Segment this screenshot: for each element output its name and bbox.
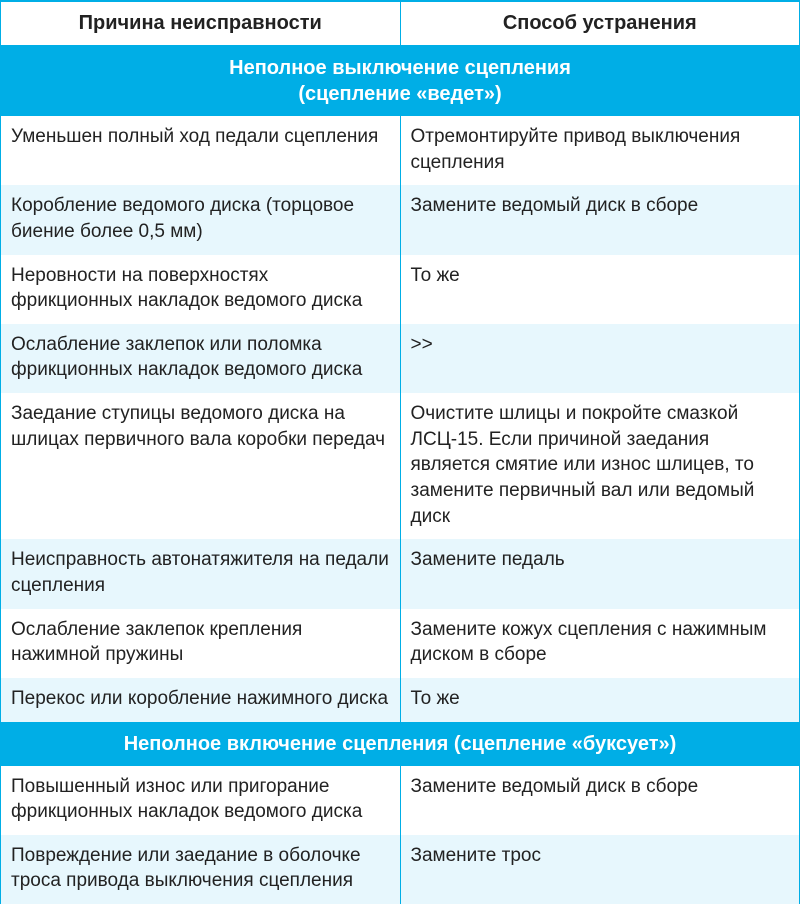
cell-cause: Уменьшен полный ход педали сцепления (1, 116, 401, 186)
cell-cause: Ослабление заклепок или поломка фрикцион… (1, 324, 401, 393)
cell-fix: >> (400, 324, 800, 393)
table-row: Неровности на поверхностях фрикционных н… (1, 255, 800, 324)
table-row: Неисправность автонатяжителя на педали с… (1, 539, 800, 608)
troubleshooting-table: Причина неисправности Способ устранения … (0, 0, 800, 904)
table-row: Уменьшен полный ход педали сцепления Отр… (1, 116, 800, 186)
cell-fix: Отремонтируйте привод выключения сцеплен… (400, 116, 800, 186)
section-header-row: Неполное выключение сцепления (сцепление… (1, 46, 800, 116)
cell-cause: Неровности на поверхностях фрикционных н… (1, 255, 401, 324)
table-row: Коробление ведомого диска (торцовое биен… (1, 185, 800, 254)
cell-fix: Замените ведомый диск в сборе (400, 185, 800, 254)
cell-cause: Перекос или коробление нажимного диска (1, 678, 401, 722)
table-row: Заедание ступицы ведомого диска на шлица… (1, 393, 800, 539)
table-header-row: Причина неисправности Способ устранения (1, 1, 800, 46)
cell-fix: Замените педаль (400, 539, 800, 608)
table-row: Ослабление заклепок крепления нажимной п… (1, 609, 800, 678)
cell-fix: Замените ведомый диск в сборе (400, 765, 800, 835)
cell-cause: Повреждение или заедание в оболочке трос… (1, 835, 401, 904)
cell-fix: То же (400, 678, 800, 722)
cell-cause: Повышенный износ или пригорание фрикцион… (1, 765, 401, 835)
section-title-line2: (сцепление «ведет») (298, 83, 501, 105)
column-header-cause: Причина неисправности (1, 1, 401, 46)
cell-fix: Замените трос (400, 835, 800, 904)
cell-fix: То же (400, 255, 800, 324)
section-title-line1: Неполное выключение сцепления (229, 57, 571, 79)
cell-cause: Коробление ведомого диска (торцовое биен… (1, 185, 401, 254)
cell-cause: Неисправность автонатяжителя на педали с… (1, 539, 401, 608)
section-header-row: Неполное включение сцепления (сцепление … (1, 722, 800, 765)
table-row: Ослабление заклепок или поломка фрикцион… (1, 324, 800, 393)
section-title: Неполное выключение сцепления (сцепление… (1, 46, 800, 116)
table-row: Перекос или коробление нажимного диска Т… (1, 678, 800, 722)
column-header-fix: Способ устранения (400, 1, 800, 46)
section-title: Неполное включение сцепления (сцепление … (1, 722, 800, 765)
cell-fix: Замените кожух сцепления с нажимным диск… (400, 609, 800, 678)
table-row: Повреждение или заедание в оболочке трос… (1, 835, 800, 904)
table-row: Повышенный износ или пригорание фрикцион… (1, 765, 800, 835)
cell-cause: Ослабление заклепок крепления нажимной п… (1, 609, 401, 678)
cell-cause: Заедание ступицы ведомого диска на шлица… (1, 393, 401, 539)
cell-fix: Очистите шлицы и покройте смазкой ЛСЦ-15… (400, 393, 800, 539)
